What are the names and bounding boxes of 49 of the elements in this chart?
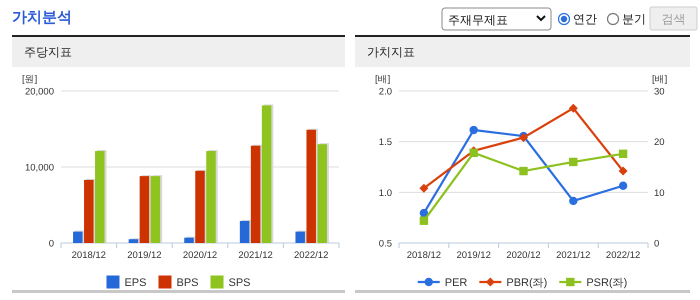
point (419, 184, 428, 193)
y2-tick-label: 0 (654, 238, 660, 250)
text: 주재무제표 (448, 13, 508, 27)
legend-label: PBR(좌) (506, 277, 548, 289)
legend-label: BPS (176, 277, 199, 289)
y-tick-label: 1.0 (378, 188, 392, 199)
x-tick-label: 2019/12 (127, 250, 162, 261)
y-tick-label: 0.5 (378, 238, 392, 250)
point (420, 208, 428, 218)
y-tick-label: 0 (48, 238, 54, 250)
x-tick-label: 2019/12 (456, 250, 491, 261)
legend-label: PER (444, 277, 468, 289)
point (470, 126, 478, 134)
y-axis-title: [원] (22, 74, 38, 85)
text: 연간 (573, 12, 597, 26)
y-tick-label: 10,000 (24, 162, 54, 174)
x-tick-label: 2020/12 (506, 250, 541, 261)
legend-label: SPS (228, 277, 251, 289)
point (569, 196, 578, 206)
point (618, 166, 628, 176)
y2-tick-label: 10 (654, 188, 665, 199)
x-tick-label: 2018/12 (406, 250, 442, 261)
y-tick-label: 2.0 (378, 86, 392, 98)
point (618, 150, 628, 158)
y-tick-label: 1.5 (378, 137, 392, 148)
chart-title: 가치지표 (367, 45, 415, 59)
y2-axis-title: [배] (652, 74, 668, 85)
y-axis-title: [배] (375, 74, 390, 85)
point (568, 104, 578, 113)
y2-tick-label: 30 (654, 86, 665, 98)
point (618, 182, 628, 190)
x-tick-label: 2022/12 (606, 250, 640, 261)
x-tick-label: 2021/12 (556, 250, 590, 261)
text: 검색 (662, 12, 686, 26)
text: 분기 (622, 12, 646, 26)
x-tick-label: 2022/12 (294, 250, 328, 261)
point (420, 216, 428, 225)
point (569, 158, 578, 166)
x-tick-label: 2021/12 (238, 250, 273, 261)
y-tick-label: 20,000 (24, 86, 54, 98)
text: 가치분석 (12, 9, 72, 26)
point (519, 166, 528, 176)
legend-label: EPS (124, 277, 146, 289)
x-tick-label: 2020/12 (182, 250, 218, 261)
x-tick-label: 2018/12 (72, 250, 106, 261)
y2-tick-label: 20 (654, 137, 665, 148)
point (470, 148, 478, 158)
chart-title: 주당지표 (24, 45, 72, 59)
legend-label: PSR(좌) (586, 277, 628, 289)
